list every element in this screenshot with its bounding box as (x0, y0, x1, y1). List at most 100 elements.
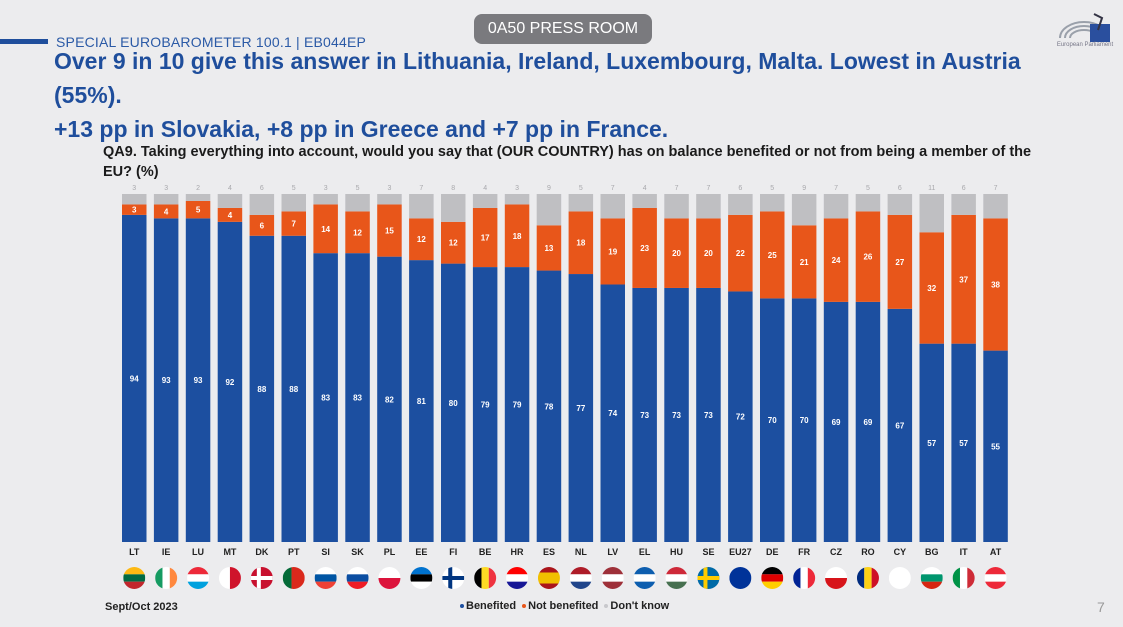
flag-icon-finland (442, 567, 465, 589)
category-tick-label: SK (351, 547, 364, 557)
legend-item-not-benefited: Not benefited (522, 600, 598, 612)
data-label: 27 (895, 258, 904, 267)
data-label: 21 (800, 258, 809, 267)
bar-segment-benefited-be (472, 267, 498, 542)
bar-segment-don-t-know-ee (409, 194, 434, 219)
data-label: 12 (353, 228, 362, 237)
data-label: 4 (164, 207, 169, 216)
bar-segment-not-benefited-it (951, 214, 976, 344)
data-label: 32 (927, 284, 936, 293)
data-label: 80 (449, 399, 458, 408)
flag-icon-slovenia (314, 567, 337, 589)
bar-segment-benefited-sk (345, 253, 370, 542)
bar-segment-benefited-eu27 (728, 291, 753, 542)
bar-segment-benefited-it (951, 343, 976, 542)
legend-label: Not benefited (528, 600, 599, 612)
category-tick-label: BG (925, 547, 939, 557)
data-label: 81 (417, 397, 426, 406)
bar-segment-don-t-know-sk (345, 194, 370, 212)
data-label-dont-know: 4 (643, 185, 647, 192)
data-label-dont-know: 11 (928, 185, 935, 192)
bar-segment-not-benefited-hr (504, 204, 530, 268)
bar-segment-don-t-know-el (632, 194, 657, 208)
data-label: 94 (130, 374, 139, 383)
bar-segment-benefited-hr (504, 267, 530, 542)
bar-segment-don-t-know-fi (441, 194, 466, 222)
category-tick-label: BE (479, 547, 492, 557)
data-label-dont-know: 3 (132, 185, 136, 192)
page-number: 7 (1097, 599, 1105, 615)
bar-segment-not-benefited-at (983, 218, 1008, 351)
data-label: 73 (704, 411, 713, 420)
bar-segment-benefited-cz (823, 301, 849, 542)
data-label-dont-know: 3 (164, 185, 168, 192)
survey-date: Sept/Oct 2023 (105, 601, 178, 613)
bar-segment-not-benefited-lu (185, 200, 211, 219)
data-label: 38 (991, 280, 1000, 289)
category-tick-label: PT (288, 547, 300, 557)
data-label: 93 (162, 376, 171, 385)
flag-icon-italy (952, 567, 975, 589)
data-label: 22 (736, 249, 745, 258)
data-label: 15 (385, 227, 394, 236)
category-tick-label: NL (575, 547, 587, 557)
data-label-dont-know: 9 (802, 185, 806, 192)
category-tick-label: EU27 (729, 547, 752, 557)
data-label: 18 (576, 239, 585, 248)
bar-segment-not-benefited-es (536, 225, 562, 271)
bar-segment-don-t-know-ro (855, 194, 881, 212)
data-label: 73 (672, 411, 681, 420)
flag-icon-estonia (410, 567, 433, 589)
bar-segment-not-benefited-ie (153, 204, 179, 219)
category-tick-label: DE (766, 547, 779, 557)
bar-segment-benefited-pt (281, 235, 306, 542)
data-label: 88 (289, 385, 298, 394)
bar-segment-don-t-know-lu (185, 194, 211, 201)
data-label: 20 (704, 249, 713, 258)
bar-segment-don-t-know-pt (281, 194, 306, 212)
category-tick-label: CZ (830, 547, 842, 557)
flag-icon-france (793, 567, 816, 589)
bar-segment-not-benefited-eu27 (728, 214, 753, 292)
flag-icon-sweden (697, 567, 720, 589)
category-tick-label: EE (415, 547, 427, 557)
data-label: 69 (863, 418, 872, 427)
bar-segment-don-t-know-it (951, 194, 976, 215)
legend-swatch-dont-know (604, 604, 609, 609)
data-label: 55 (991, 442, 1000, 451)
flag-icon-portugal (282, 567, 305, 589)
data-label-dont-know: 4 (228, 185, 232, 192)
flag-icon-bulgaria (920, 567, 943, 589)
data-label-dont-know: 9 (547, 185, 551, 192)
category-tick-label: CY (894, 547, 907, 557)
data-label: 20 (672, 249, 681, 258)
data-label-dont-know: 7 (611, 185, 615, 192)
flag-icon-greece (633, 567, 656, 589)
flag-icon-germany (761, 567, 784, 589)
data-label-dont-know: 7 (994, 185, 998, 192)
bar-segment-benefited-lv (600, 284, 625, 542)
data-label-dont-know: 7 (834, 185, 838, 192)
data-label-dont-know: 7 (675, 185, 679, 192)
bar-segment-benefited-se (696, 287, 721, 542)
bar-segment-don-t-know-dk (249, 194, 275, 215)
data-label: 77 (576, 404, 585, 413)
bar-segment-not-benefited-pl (377, 204, 402, 257)
category-tick-label: HR (511, 547, 524, 557)
bar-segment-don-t-know-bg (919, 194, 944, 233)
data-label-dont-know: 5 (579, 185, 583, 192)
flag-icon-czechia (825, 567, 848, 589)
data-label-dont-know: 2 (196, 185, 200, 192)
bar-segment-don-t-know-si (313, 194, 338, 205)
category-tick-label: SI (321, 547, 330, 557)
data-label-dont-know: 5 (356, 185, 360, 192)
data-label: 57 (927, 439, 936, 448)
category-tick-label: DK (255, 547, 268, 557)
bar-segment-benefited-es (536, 270, 562, 542)
category-tick-label: MT (223, 547, 236, 557)
bar-segment-not-benefited-lt (122, 204, 147, 215)
legend-swatch-not-benefited (522, 604, 527, 609)
bar-segment-not-benefited-fi (441, 221, 466, 264)
legend-item-dont-know: Don't know (604, 600, 669, 612)
bar-segment-benefited-ie (153, 218, 179, 543)
